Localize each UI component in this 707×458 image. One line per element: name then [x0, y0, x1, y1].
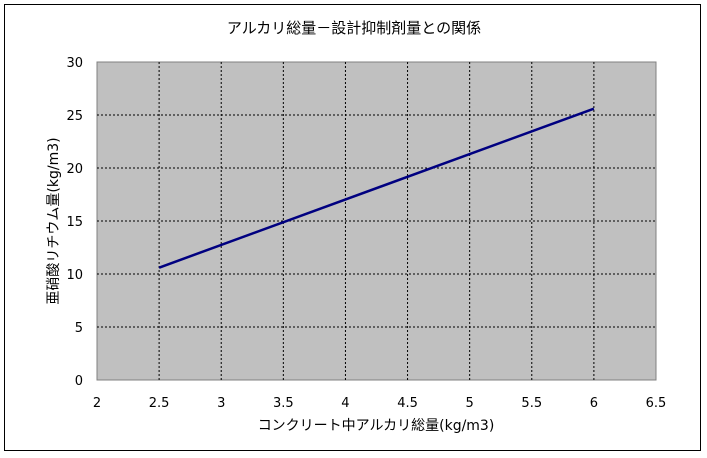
plot-area [96, 61, 657, 381]
x-tick-label: 2 [93, 396, 101, 411]
y-tick-label: 15 [66, 215, 83, 230]
x-tick-label: 6.5 [646, 396, 667, 411]
y-tick-label: 0 [75, 374, 83, 389]
series-line [158, 107, 595, 269]
x-axis-label: コンクリート中アルカリ総量(kg/m3) [258, 418, 495, 434]
grid [97, 62, 656, 380]
x-tick-label: 4 [341, 396, 349, 411]
x-tick-label: 2.5 [149, 396, 170, 411]
chart-title: アルカリ総量－設計抑制剤量との関係 [227, 19, 481, 37]
y-axis-label: 亜硝酸リチウム量(kg/m3) [46, 137, 62, 304]
y-tick-label: 25 [66, 109, 83, 124]
tick-labels: 2 2.5 3 3.5 4 4.5 5 5.5 6 6.5 0 5 10 15 20 25 30 [66, 56, 666, 411]
y-tick-label: 10 [66, 268, 83, 283]
x-tick-label: 3 [217, 396, 225, 411]
y-tick-label: 5 [75, 321, 83, 336]
x-tick-label: 6 [590, 396, 598, 411]
x-tick-label: 3.5 [273, 396, 294, 411]
y-tick-label: 30 [66, 56, 83, 71]
x-tick-label: 5.5 [521, 396, 542, 411]
y-tick-label: 20 [66, 162, 83, 177]
x-tick-label: 4.5 [397, 396, 418, 411]
series [158, 107, 595, 269]
x-tick-label: 5 [466, 396, 474, 411]
